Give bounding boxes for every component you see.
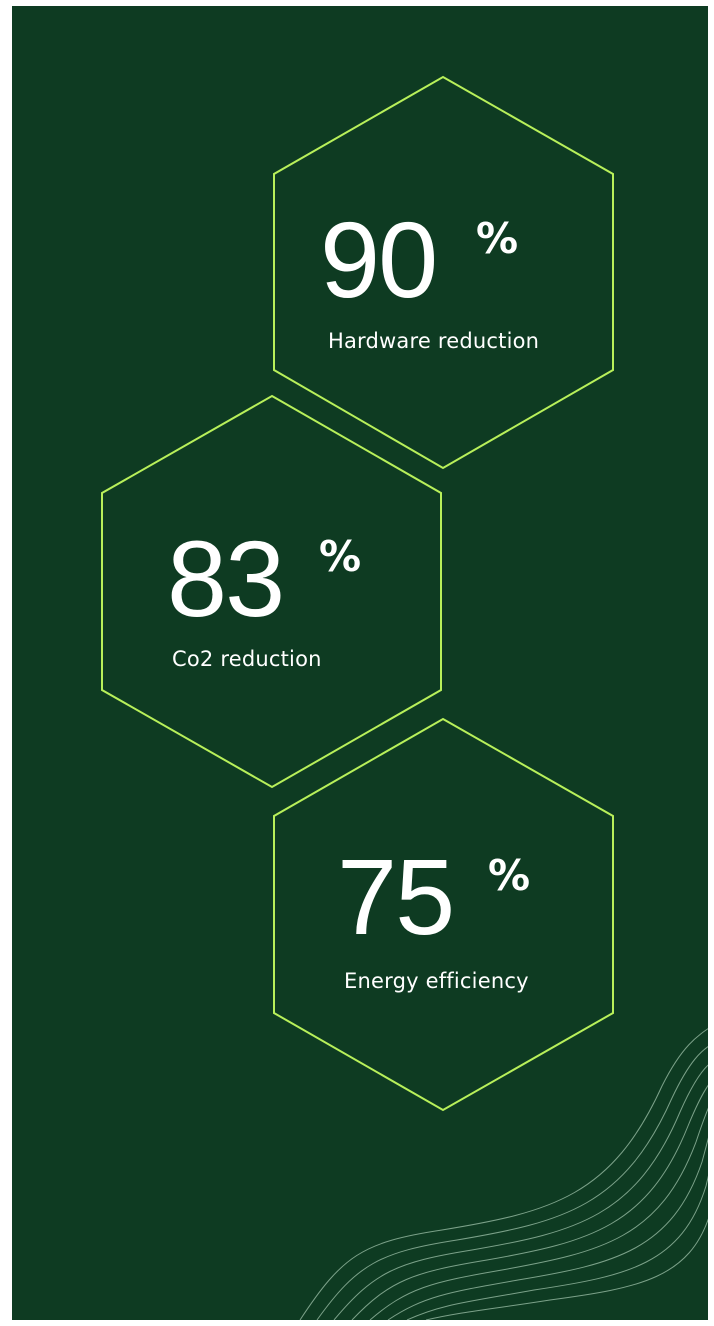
- stat-value: 90: [320, 199, 438, 320]
- stat-value: 83: [167, 518, 285, 639]
- stat-label: Hardware reduction: [328, 329, 540, 353]
- stat-label: Co2 reduction: [172, 647, 322, 671]
- decorative-wave-lines-icon: [299, 1028, 708, 1320]
- stats-panel: 90 % Hardware reduction 83 % Co2 reducti…: [12, 6, 708, 1320]
- stat-unit: %: [488, 851, 531, 900]
- stat-unit: %: [476, 214, 519, 263]
- hexagon-frame-3: [273, 717, 614, 1112]
- stat-label: Energy efficiency: [344, 969, 529, 993]
- hexagon-frame-1: [273, 75, 614, 470]
- stat-value: 75: [337, 836, 455, 957]
- stat-unit: %: [319, 532, 362, 581]
- hexagon-frame-2: [101, 394, 442, 789]
- hexagon-frames: [101, 75, 708, 1320]
